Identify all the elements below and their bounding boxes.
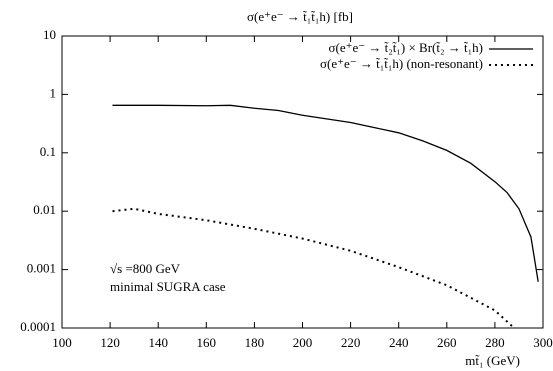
legend-label: σ(e⁺e⁻ → t̃₁t̃₁h) (non-resonant) [320, 56, 483, 71]
annotation: minimal SUGRA case [110, 279, 226, 294]
x-tick-label: 300 [533, 335, 553, 350]
x-tick-label: 280 [485, 335, 505, 350]
x-tick-label: 260 [437, 335, 457, 350]
y-tick-label: 0.1 [40, 144, 56, 159]
x-tick-label: 120 [100, 335, 120, 350]
legend-label: σ(e⁺e⁻ → t̃₂t̃₁) × Br(t̃₂ → t̃₁h) [329, 40, 484, 55]
y-tick-label: 10 [43, 27, 56, 42]
x-tick-label: 100 [52, 335, 72, 350]
x-tick-label: 160 [197, 335, 217, 350]
y-tick-label: 0.0001 [20, 319, 56, 334]
chart-title: σ(e⁺e⁻ → t̃₁t̃₁h) [fb] [247, 9, 353, 24]
y-tick-label: 1 [50, 85, 57, 100]
y-tick-label: 0.001 [27, 261, 56, 276]
annotation: √s =800 GeV [110, 261, 181, 276]
series-line [112, 104, 539, 282]
x-tick-label: 240 [389, 335, 409, 350]
series-line [112, 207, 515, 329]
x-tick-label: 220 [341, 335, 361, 350]
x-axis-label: mt̃₁ (GeV) [465, 353, 520, 368]
x-tick-label: 180 [245, 335, 265, 350]
x-tick-label: 140 [148, 335, 168, 350]
x-tick-label: 200 [293, 335, 313, 350]
y-tick-label: 0.01 [33, 202, 56, 217]
